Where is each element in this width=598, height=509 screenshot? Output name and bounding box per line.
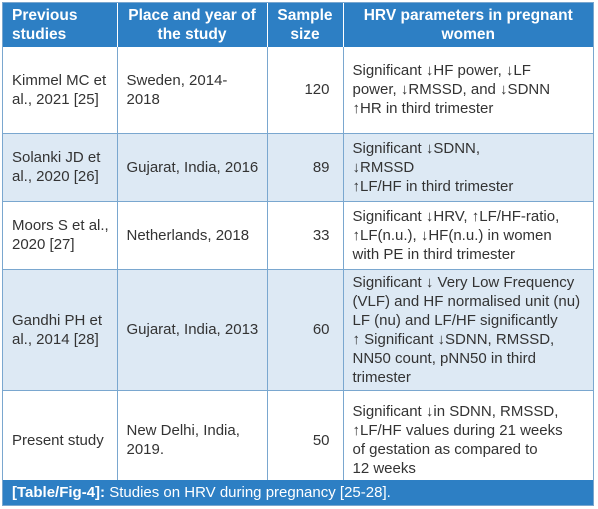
hrv-parameter-line: LF (nu) and LF/HF significantly	[352, 311, 558, 329]
hrv-parameter-line: trimester	[352, 368, 411, 386]
study-cell: Present study	[3, 390, 118, 491]
place-year-cell: New Delhi, India, 2019.	[117, 390, 268, 491]
caption-label: [Table/Fig-4]:	[12, 484, 106, 501]
hrv-parameter-line: Significant ↓SDNN,	[352, 139, 481, 157]
header-row: Previous studies Place and year of the s…	[3, 3, 593, 47]
hrv-parameters-cell: Significant ↓SDNN, ↓RMSSD ↑LF/HF in third …	[343, 133, 593, 202]
sample-size-cell: 89	[267, 133, 344, 202]
hrv-parameters-cell: Significant ↓HRV, ↑LF/HF-ratio, ↑LF(n.u.)…	[343, 201, 593, 270]
place-year-cell: Sweden, 2014-2018	[117, 47, 268, 134]
hrv-parameters-cell: Significant ↓HF power, ↓LF power, ↓RMSSD,…	[343, 47, 593, 134]
hrv-parameter-line: ↑ Significant ↓SDNN, RMSSD,	[352, 330, 555, 348]
table-row: Moors S et al., 2020 [27] Netherlands, 20…	[3, 201, 593, 270]
hrv-parameter-line: power, ↓RMSSD, and ↓SDNN	[352, 81, 551, 99]
hrv-parameter-line: Significant ↓ Very Low Frequency	[352, 273, 575, 291]
hrv-parameter-line: ↓RMSSD	[352, 158, 415, 176]
sample-size-cell: 33	[267, 201, 344, 270]
hrv-parameter-line: with PE in third trimester	[352, 245, 516, 263]
hrv-parameter-line: Significant ↓HF power, ↓LF	[352, 62, 531, 80]
hrv-parameter-line: ↑HR in third trimester	[352, 100, 494, 118]
study-cell: Gandhi PH et al., 2014 [28]	[3, 269, 118, 391]
header-place-year: Place and year of the study	[117, 3, 268, 47]
place-year-cell: Gujarat, India, 2016	[117, 133, 268, 202]
table-row: Present study New Delhi, India, 2019. 50 Si…	[3, 390, 593, 491]
study-cell: Solanki JD et al., 2020 [26]	[3, 133, 118, 202]
study-cell: Moors S et al., 2020 [27]	[3, 201, 118, 270]
studies-table: Previous studies Place and year of the s…	[3, 3, 593, 491]
hrv-parameter-line: of gestation as compared to	[352, 441, 538, 458]
hrv-parameter-line: ↑LF/HF in third trimester	[352, 177, 514, 195]
header-previous-studies: Previous studies	[3, 3, 118, 47]
caption-text: Studies on HRV during pregnancy [25-28].	[105, 484, 391, 501]
place-year-cell: Netherlands, 2018	[117, 201, 268, 270]
hrv-parameter-line: (VLF) and HF normalised unit (nu)	[352, 292, 581, 310]
sample-size-cell: 60	[267, 269, 344, 391]
hrv-parameters-cell: Significant ↓in SDNN, RMSSD, ↑LF/HF value…	[343, 390, 593, 491]
place-year-cell: Gujarat, India, 2013	[117, 269, 268, 391]
table-row: Solanki JD et al., 2020 [26] Gujarat, Ind…	[3, 133, 593, 202]
hrv-parameter-line: ↑LF(n.u.), ↓HF(n.u.) in women	[352, 226, 552, 244]
hrv-parameter-line: ↑LF/HF values during 21 weeks	[352, 422, 563, 439]
table-row: Gandhi PH et al., 2014 [28] Gujarat, Indi…	[3, 269, 593, 391]
hrv-parameter-line: 12 weeks	[352, 460, 416, 477]
sample-size-cell: 50	[267, 390, 344, 491]
table-row: Kimmel MC et al., 2021 [25] Sweden, 2014-…	[3, 47, 593, 134]
header-sample-size: Sample size	[267, 3, 344, 47]
hrv-parameter-line: Significant ↓in SDNN, RMSSD,	[352, 403, 559, 420]
hrv-parameters-cell: Significant ↓ Very Low Frequency (VLF) an…	[343, 269, 593, 391]
hrv-parameter-line: NN50 count, pNN50 in third	[352, 349, 536, 367]
sample-size-cell: 120	[267, 47, 344, 134]
table-caption: [Table/Fig-4]: Studies on HRV during pre…	[3, 480, 593, 505]
hrv-parameter-line: Significant ↓HRV, ↑LF/HF-ratio,	[352, 207, 560, 225]
header-hrv-parameters: HRV parameters in pregnant women	[343, 3, 593, 47]
study-cell: Kimmel MC et al., 2021 [25]	[3, 47, 118, 134]
